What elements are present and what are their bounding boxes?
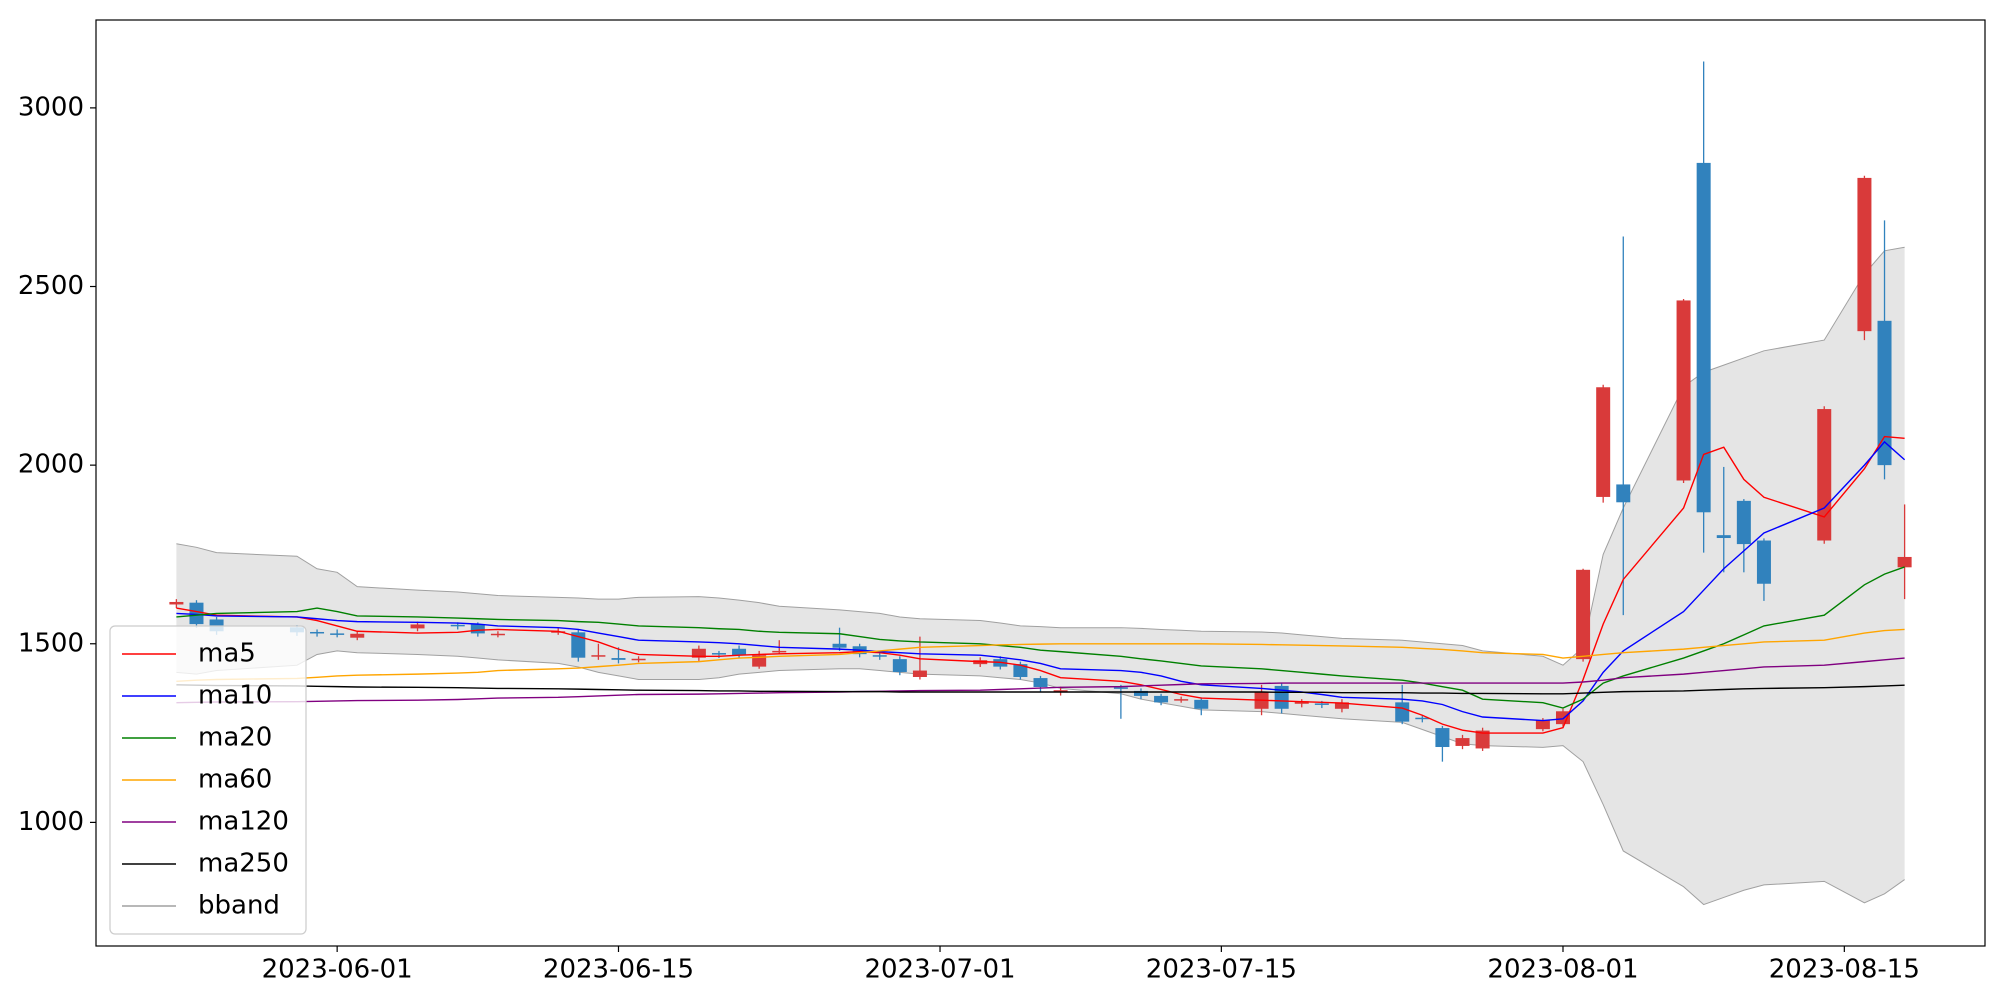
ma-line <box>176 628 1905 682</box>
candle-body <box>1174 699 1189 701</box>
candle-body <box>189 602 204 625</box>
candle-body <box>1334 702 1349 709</box>
ma-line <box>176 684 1905 695</box>
candle-body <box>1013 664 1028 677</box>
candle-body <box>832 643 847 648</box>
candle-body <box>711 653 726 655</box>
candle-body <box>872 655 887 657</box>
candle-body <box>1154 695 1169 703</box>
candle-body <box>1736 500 1751 545</box>
candle-body <box>1857 177 1872 332</box>
x-tick-label: 2023-07-01 <box>864 955 1015 985</box>
legend-label: bband <box>198 891 280 921</box>
candle-body <box>1676 300 1691 481</box>
x-tick-label: 2023-07-15 <box>1146 955 1297 985</box>
y-tick-label: 2000 <box>18 450 84 480</box>
y-tick-label: 1000 <box>18 807 84 837</box>
candle-body <box>1053 690 1068 692</box>
candle-body <box>1696 162 1711 513</box>
candle-body <box>410 624 425 629</box>
y-tick-label: 2500 <box>18 271 84 301</box>
candle-body <box>1314 703 1329 705</box>
candle-body <box>1455 738 1470 746</box>
candle-body <box>1435 728 1450 748</box>
legend-label: ma5 <box>198 639 256 669</box>
ma-line <box>176 657 1905 704</box>
x-tick-label: 2023-06-01 <box>262 955 413 985</box>
candle-body <box>169 601 184 605</box>
candle-body <box>1877 320 1892 466</box>
candle-body <box>1535 720 1550 730</box>
candle-body <box>330 633 345 635</box>
candle-body <box>571 632 586 658</box>
candle-body <box>1194 699 1209 709</box>
candle-body <box>611 658 626 660</box>
ma-line <box>176 435 1905 734</box>
candle-body <box>1395 702 1410 722</box>
candle-body <box>691 648 706 658</box>
candle-body <box>1294 701 1309 704</box>
plot-frame <box>95 19 1986 947</box>
candle-body <box>1756 540 1771 584</box>
legend: ma5 ma10 ma20 ma60 ma120 ma250 bband <box>109 625 307 935</box>
candle-body <box>892 659 907 672</box>
x-tick-label: 2023-08-01 <box>1487 955 1638 985</box>
candle-body <box>591 655 606 657</box>
candle-body <box>1817 409 1832 541</box>
x-tick-label: 2023-08-15 <box>1769 955 1920 985</box>
candle-body <box>310 631 325 634</box>
candle-body <box>470 624 485 634</box>
candle-body <box>1475 730 1490 749</box>
candle-body <box>1113 687 1128 689</box>
candle-body <box>752 655 767 667</box>
candle-body <box>732 648 747 656</box>
legend-label: ma20 <box>198 723 272 753</box>
bband-lower <box>176 650 1905 906</box>
candle-body <box>1897 556 1912 568</box>
candle-body <box>1415 717 1430 720</box>
bband-upper <box>176 246 1905 666</box>
legend-label: ma120 <box>198 807 289 837</box>
candle-body <box>551 631 566 633</box>
bband-area <box>176 247 1905 905</box>
candle-body <box>1576 569 1591 660</box>
candle-body <box>912 670 927 677</box>
candle-body <box>1616 484 1631 503</box>
candle-body <box>450 624 465 627</box>
x-tick-label: 2023-06-15 <box>543 955 694 985</box>
legend-label: ma250 <box>198 849 289 879</box>
candle-body <box>631 658 646 661</box>
candle-body <box>1596 387 1611 497</box>
candle-body <box>1133 690 1148 696</box>
y-tick-label: 1500 <box>18 628 84 658</box>
legend-label: ma60 <box>198 765 272 795</box>
legend-label: ma10 <box>198 681 272 711</box>
candle-body <box>772 650 787 653</box>
ma-line <box>176 440 1906 722</box>
candle-body <box>209 619 224 632</box>
candle-body <box>1033 678 1048 687</box>
ma-line <box>176 566 1905 709</box>
candle-body <box>1716 535 1731 539</box>
legend-box <box>109 625 307 935</box>
candle-body <box>350 633 365 638</box>
y-tick-label: 3000 <box>18 92 84 122</box>
candle-body <box>490 633 505 636</box>
